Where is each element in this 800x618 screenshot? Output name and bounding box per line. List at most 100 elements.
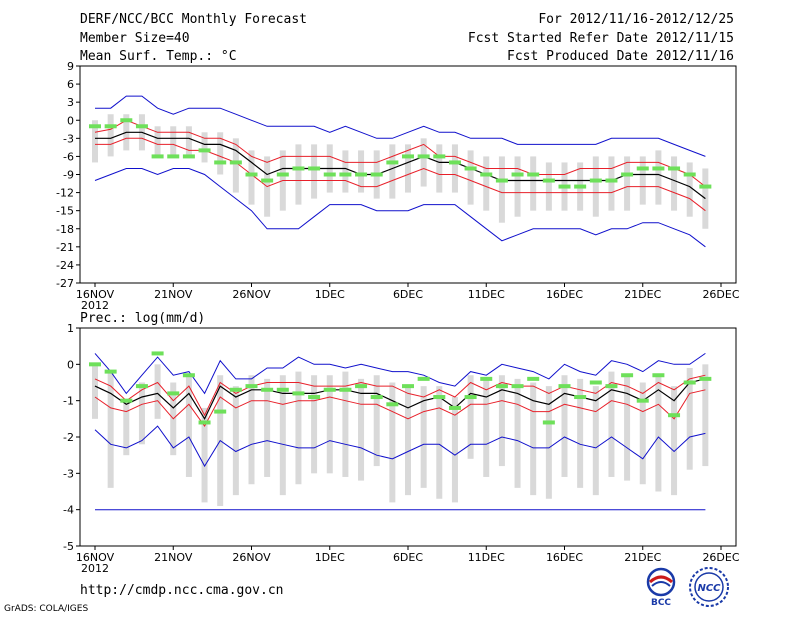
chart-title: DERF/NCC/BCC Monthly Forecast — [80, 12, 307, 27]
precip-obs-marker — [308, 395, 321, 400]
precip-spread-box — [373, 375, 380, 467]
temp-ytick-label: -3 — [63, 132, 74, 145]
temp-spread-box — [107, 114, 114, 157]
precip-xtick-label: 16DEC — [546, 551, 583, 564]
precip-obs-marker — [480, 376, 493, 381]
temp-xtick-label: 21DEC — [624, 288, 661, 301]
precip-obs-marker — [589, 380, 602, 385]
temp-spread-box — [686, 162, 693, 217]
temp-spread-box — [405, 144, 411, 193]
temp-obs-marker — [636, 166, 649, 171]
temp-obs-marker — [668, 166, 681, 171]
temp-spread-box — [498, 156, 505, 223]
precip-spread-box — [107, 371, 114, 488]
grads-credit: GrADS: COLA/IGES — [4, 604, 89, 614]
precip-spread-box — [545, 386, 552, 499]
temp-obs-marker — [417, 154, 430, 159]
temp-spread-box — [170, 126, 177, 157]
precip-ytick-label: 0 — [67, 358, 74, 371]
temp-spread-box — [154, 126, 161, 157]
fcst-produced-date: Fcst Produced Date 2012/11/16 — [507, 49, 734, 64]
precip-obs-marker — [574, 395, 587, 400]
precip-line-min — [94, 425, 706, 468]
precip-spread-box — [405, 386, 411, 496]
precip-obs-marker — [339, 387, 352, 392]
precip-ytick-label: -3 — [63, 467, 74, 480]
precip-obs-marker — [386, 402, 399, 407]
bcc-logo-text: BCC — [651, 598, 671, 608]
temp-xtick-label: 1DEC — [315, 288, 345, 301]
precip-obs-marker — [167, 391, 180, 396]
temp-obs-marker — [135, 124, 148, 129]
temp-ytick-label: 3 — [67, 96, 74, 109]
temp-spread-box — [389, 144, 396, 199]
temp-ytick-label: 9 — [67, 60, 74, 73]
precip-spread-box — [514, 378, 521, 488]
temp-spread-box — [467, 150, 474, 205]
precip-obs-marker — [417, 376, 430, 381]
precip-obs-marker — [135, 384, 148, 389]
temp-spread-box — [545, 162, 552, 211]
temp-xtick-label: 21NOV — [154, 288, 193, 301]
ncc-logo-text: NCC — [697, 583, 721, 594]
precip-obs-marker — [433, 395, 446, 400]
precip-obs-marker — [402, 384, 414, 389]
precip-spread-box — [358, 378, 365, 481]
precip-obs-marker — [370, 395, 383, 400]
temp-obs-marker — [448, 160, 461, 165]
temp-obs-marker — [198, 148, 211, 153]
temp-obs-marker — [542, 178, 555, 183]
temp-obs-marker — [683, 172, 696, 177]
temp-obs-marker — [386, 160, 399, 165]
temp-line-upper — [94, 119, 706, 187]
temp-obs-marker — [292, 166, 305, 171]
temp-spread-box — [420, 138, 427, 187]
temp-obs-marker — [495, 178, 508, 183]
temp-xtick-label: 6DEC — [393, 288, 423, 301]
temp-obs-marker — [589, 178, 602, 183]
temp-obs-marker — [605, 178, 618, 183]
precip-xtick-label: 21DEC — [624, 551, 661, 564]
precip-spread-box — [342, 371, 349, 477]
temp-xtick-year: 2012 — [81, 299, 109, 312]
temp-obs-marker — [699, 184, 712, 189]
temp-spread-box — [592, 156, 599, 217]
temp-xtick-label: 26DEC — [702, 288, 739, 301]
precip-xtick-label: 6DEC — [393, 551, 423, 564]
precip-obs-marker — [448, 405, 461, 410]
precip-obs-marker — [511, 384, 524, 389]
temp-obs-marker — [433, 154, 446, 159]
fcst-started-date: Fcst Started Refer Date 2012/11/15 — [467, 31, 734, 46]
precip-spread-box — [592, 386, 599, 496]
temp-obs-marker — [151, 154, 164, 159]
precip-xtick-year: 2012 — [81, 562, 109, 575]
precip-obs-marker — [652, 373, 665, 378]
precip-spread-box — [185, 375, 192, 477]
temp-ytick-label: -6 — [63, 150, 74, 163]
precip-spread-box — [436, 386, 443, 499]
temp-spread-box — [295, 144, 302, 205]
precip-obs-marker — [323, 387, 336, 392]
temp-ytick-label: -18 — [56, 223, 74, 236]
precip-ytick-label: -1 — [63, 395, 74, 408]
precip-xtick-label: 26DEC — [702, 551, 739, 564]
precip-spread-box — [279, 375, 286, 496]
temp-spread-box — [311, 144, 318, 199]
precip-obs-marker — [198, 420, 211, 425]
precip-obs-marker — [151, 351, 164, 356]
precip-obs-marker — [464, 395, 477, 400]
source-url[interactable]: http://cmdp.ncc.cma.gov.cn — [80, 583, 284, 598]
temp-spread-box — [624, 156, 631, 211]
precip-spread-box — [498, 375, 505, 467]
forecast-period: For 2012/11/16-2012/12/25 — [538, 12, 734, 27]
precip-obs-marker — [605, 384, 618, 389]
temp-spread-box — [92, 120, 98, 163]
temp-obs-marker — [89, 124, 101, 129]
temp-spread-box — [201, 132, 208, 163]
precip-spread-box — [201, 407, 208, 503]
temp-ytick-label: -9 — [63, 169, 74, 182]
precip-spread-box — [311, 375, 318, 474]
precip-spread-box — [671, 386, 678, 496]
precip-spread-box — [467, 375, 474, 459]
